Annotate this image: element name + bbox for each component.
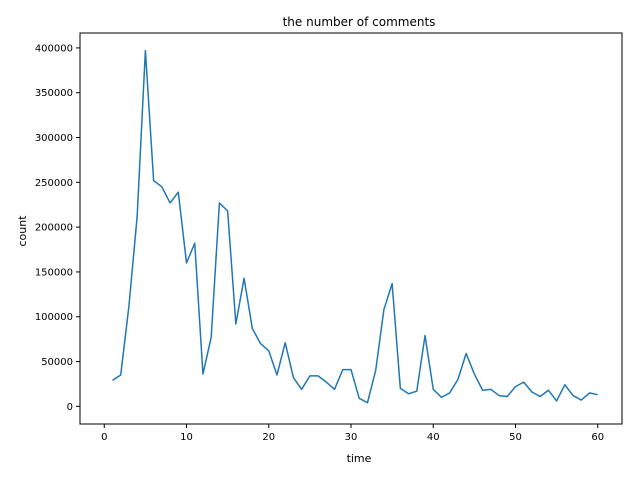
- x-axis-label: time: [347, 452, 372, 465]
- x-axis: 0 10 20 30 40 50 60: [101, 424, 604, 443]
- y-tick-label: 400000: [35, 43, 73, 54]
- x-tick-label: 10: [180, 432, 193, 443]
- y-tick-label: 250000: [35, 178, 73, 189]
- chart-title: the number of comments: [283, 15, 436, 29]
- x-tick-label: 30: [345, 432, 358, 443]
- y-axis-label: count: [16, 215, 29, 247]
- y-tick-label: 150000: [35, 267, 73, 278]
- y-tick-label: 0: [67, 402, 73, 413]
- y-tick-label: 100000: [35, 312, 73, 323]
- y-axis: 0 50000 100000 150000 200000 250000 300000 3500…: [35, 43, 80, 413]
- x-tick-label: 40: [427, 432, 440, 443]
- x-tick-label: 20: [262, 432, 275, 443]
- y-tick-label: 50000: [41, 357, 73, 368]
- y-tick-label: 200000: [35, 223, 73, 234]
- series-line-0: [112, 49, 598, 404]
- x-tick-label: 50: [509, 432, 522, 443]
- x-tick-label: 60: [591, 432, 604, 443]
- plot-area: [79, 32, 623, 425]
- x-tick-label: 0: [101, 432, 107, 443]
- y-tick-label: 350000: [35, 88, 73, 99]
- plot-frame: [79, 32, 623, 425]
- y-tick-label: 300000: [35, 133, 73, 144]
